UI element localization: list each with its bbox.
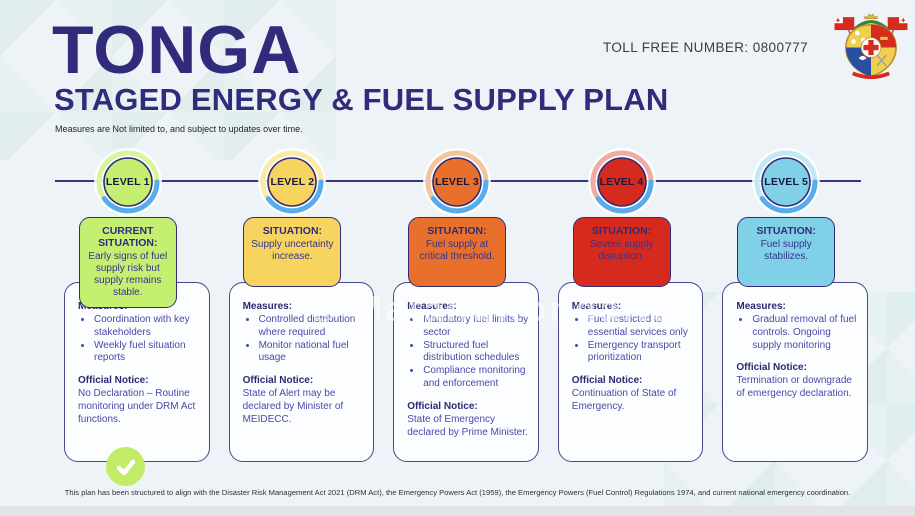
level-1-circle: LEVEL 1 — [93, 147, 163, 217]
levels-row: LEVEL 1 CURRENT SITUATION: Early signs o… — [64, 147, 868, 487]
flags-icon — [834, 17, 908, 48]
banner-icon — [852, 71, 890, 80]
level-ring-icon — [258, 148, 327, 216]
situation-body: Severe supply disruption. — [589, 239, 654, 263]
measure-item: Emergency transport prioritization — [587, 340, 695, 366]
measures-list: Gradual removal of fuel controls. Ongoin… — [751, 314, 859, 352]
toll-free-number: TOLL FREE NUMBER: 0800777 — [603, 40, 809, 55]
situation-title: CURRENT SITUATION: — [98, 225, 158, 250]
level-4-situation-box: SITUATION: Severe supply disruption. — [572, 217, 671, 287]
level-label: LEVEL 4 — [599, 176, 644, 188]
measure-item: Mandatory fuel limits by sector — [422, 314, 530, 340]
official-notice: Official Notice: Continuation of State o… — [572, 375, 695, 414]
level-5-column: LEVEL 5 SITUATION: Fuel supply stabilize… — [722, 147, 868, 487]
check-icon — [116, 459, 135, 475]
measures-label: Measures: — [736, 301, 786, 312]
situation-body: Supply uncertainty increase. — [251, 239, 334, 263]
measures-list: Coordination with key stakeholders Weekl… — [93, 314, 201, 365]
measures-list: Controlled distribution where required M… — [258, 314, 366, 365]
level-2-card: Measures: Controlled distribution where … — [228, 282, 375, 462]
current-level-check-badge — [106, 447, 145, 486]
level-2-circle: LEVEL 2 — [257, 147, 327, 217]
level-1-situation-box: CURRENT SITUATION: Early signs of fuel s… — [78, 217, 177, 309]
situation-body: Early signs of fuel supply risk but supp… — [88, 251, 168, 299]
measures-list: Mandatory fuel limits by sector Structur… — [422, 314, 530, 391]
measure-item: Compliance monitoring and enforcement — [422, 365, 530, 391]
level-label: LEVEL 2 — [270, 176, 315, 188]
page-title: TONGA — [52, 12, 302, 88]
official-notice: Official Notice: Termination or downgrad… — [736, 362, 859, 401]
notice-label: Official Notice: — [736, 362, 807, 374]
page-subtitle: STAGED ENERGY & FUEL SUPPLY PLAN — [54, 82, 669, 117]
official-notice: Official Notice: State of Alert may be d… — [243, 375, 366, 426]
notice-body: Continuation of State of Emergency. — [571, 388, 677, 412]
measures-label: Measures: — [571, 301, 622, 312]
level-5-circle: LEVEL 5 — [751, 147, 821, 217]
measure-item: Monitor national fuel usage — [258, 340, 366, 366]
level-4-column: LEVEL 4 SITUATION: Severe supply disrupt… — [557, 147, 704, 487]
level-4-circle: LEVEL 4 — [587, 147, 657, 217]
official-notice: Official Notice: No Declaration – Routin… — [78, 375, 201, 426]
level-label: LEVEL 1 — [105, 176, 150, 188]
level-2-situation-box: SITUATION: Supply uncertainty increase. — [243, 217, 342, 287]
level-5-situation-box: SITUATION: Fuel supply stabilizes. — [737, 217, 836, 287]
level-3-column: LEVEL 3 SITUATION: Fuel supply at critic… — [393, 147, 539, 487]
situation-title: SITUATION: — [427, 225, 487, 237]
level-2-column: LEVEL 2 SITUATION: Supply uncertainty in… — [228, 147, 375, 487]
level-3-situation-box: SITUATION: Fuel supply at critical thres… — [407, 217, 506, 287]
notice-body: State of Alert may be declared by Minist… — [242, 388, 344, 425]
situation-body: Fuel supply stabilizes. — [760, 239, 812, 263]
crown-icon — [864, 13, 878, 20]
level-3-card: Measures: Mandatory fuel limits by secto… — [393, 282, 539, 462]
measures-label: Measures: — [407, 301, 457, 312]
level-5-card: Measures: Gradual removal of fuel contro… — [722, 282, 868, 462]
level-ring-icon — [422, 148, 491, 216]
footer-legal-text: This plan has been structured to align w… — [64, 488, 851, 497]
situation-title: SITUATION: — [591, 225, 652, 237]
level-label: LEVEL 3 — [435, 176, 479, 188]
bottom-strip — [0, 506, 915, 516]
notice-label: Official Notice: — [242, 375, 314, 387]
level-ring-icon — [752, 148, 821, 216]
notice-body: No Declaration – Routine monitoring unde… — [78, 388, 196, 425]
measure-item: Fuel restricted to essential services on… — [587, 314, 695, 340]
notice-label: Official Notice: — [571, 375, 643, 387]
measure-item: Controlled distribution where required — [258, 314, 366, 340]
notice-label: Official Notice: — [78, 375, 149, 387]
situation-title: SITUATION: — [756, 225, 816, 237]
tonga-coat-of-arms-icon — [834, 13, 908, 80]
level-ring-icon — [587, 148, 656, 216]
measures-list: Fuel restricted to essential services on… — [587, 314, 695, 365]
measure-item: Structured fuel distribution schedules — [422, 340, 530, 366]
level-1-card: Measures: Coordination with key stakehol… — [64, 282, 210, 462]
measure-item: Gradual removal of fuel controls. Ongoin… — [751, 314, 859, 352]
measure-item: Coordination with key stakeholders — [93, 314, 201, 340]
shield-icon — [845, 23, 897, 78]
notice-body: State of Emergency declared by Prime Min… — [407, 413, 528, 438]
measure-item: Weekly fuel situation reports — [93, 340, 201, 366]
level-3-circle: LEVEL 3 — [422, 147, 492, 217]
notice-label: Official Notice: — [407, 400, 478, 412]
level-1-column: LEVEL 1 CURRENT SITUATION: Early signs o… — [64, 147, 210, 487]
measures-label: Measures: — [242, 301, 293, 312]
official-notice: Official Notice: State of Emergency decl… — [407, 401, 530, 440]
disclaimer-note: Measures are Not limited to, and subject… — [55, 124, 303, 134]
level-ring-icon — [93, 148, 162, 216]
watermark: © Matangitonga.to — [310, 288, 676, 329]
situation-title: SITUATION: — [262, 225, 323, 237]
notice-body: Termination or downgrade of emergency de… — [736, 375, 852, 400]
situation-body: Fuel supply at critical threshold. — [419, 239, 495, 263]
level-label: LEVEL 5 — [764, 176, 809, 188]
